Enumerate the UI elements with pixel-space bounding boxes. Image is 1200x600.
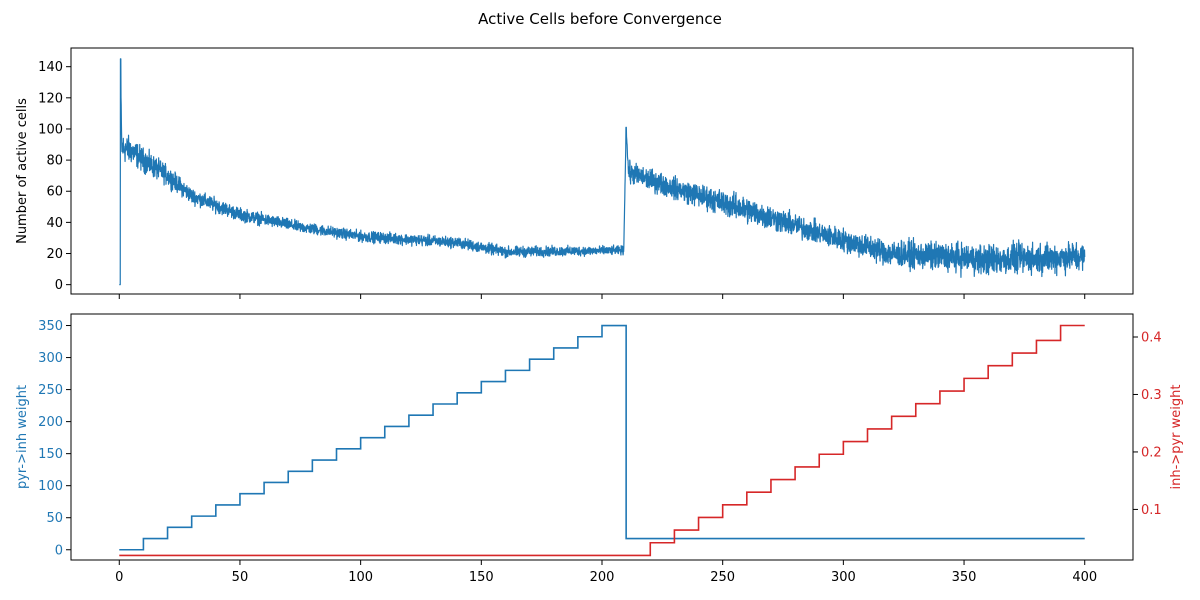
series-line-active-cells	[118, 58, 1086, 286]
bottom-x-tick-label: 100	[348, 570, 373, 585]
bottom-right-y-tick-label: 0.1	[1141, 503, 1162, 518]
bottom-x-tick-label: 150	[469, 570, 494, 585]
bottom-left-y-tick-label: 350	[38, 319, 63, 334]
series-line-inh-pyr-weight	[119, 324, 1085, 557]
bottom-right-y-axis-label: inh->pyr weight	[1169, 385, 1184, 490]
bottom-right-y-tick-label: 0.2	[1141, 445, 1162, 460]
bottom-x-tick-label: 350	[952, 570, 977, 585]
bottom-x-ticks: 0 50 100 150 200 250 300 350 400	[115, 560, 1097, 585]
bottom-chart: 0 50 100 150 200 250 300 350 400 0 50 100 150 200 250…	[15, 313, 1184, 585]
top-series-active-cells	[118, 58, 1086, 286]
top-y-tick-label: 120	[38, 91, 63, 106]
bottom-series	[119, 324, 1085, 557]
bottom-x-tick-label: 200	[590, 570, 615, 585]
bottom-x-tick-label: 50	[232, 570, 249, 585]
bottom-left-y-tick-label: 100	[38, 479, 63, 494]
bottom-left-y-tick-label: 300	[38, 351, 63, 366]
series-line-pyr-inh-weight	[119, 324, 1085, 551]
top-y-axis-label: Number of active cells	[15, 98, 30, 244]
top-y-ticks: 0 20 40 60 80 100 120 140	[38, 60, 71, 293]
bottom-right-y-tick-label: 0.4	[1141, 330, 1162, 345]
bottom-left-y-tick-label: 150	[38, 447, 63, 462]
figure-title: Active Cells before Convergence	[478, 10, 722, 28]
top-y-tick-label: 140	[38, 60, 63, 75]
bottom-left-y-ticks: 0 50 100 150 200 250 300 350	[38, 319, 71, 558]
bottom-right-y-ticks: 0.1 0.2 0.3 0.4	[1133, 330, 1162, 518]
bottom-left-y-axis-label: pyr->inh weight	[15, 385, 30, 489]
top-y-tick-label: 20	[46, 247, 63, 262]
bottom-left-y-tick-label: 50	[46, 511, 63, 526]
bottom-x-tick-label: 300	[831, 570, 856, 585]
top-x-ticks	[118, 294, 1086, 299]
bottom-left-y-tick-label: 250	[38, 383, 63, 398]
top-y-tick-label: 40	[46, 216, 63, 231]
bottom-x-tick-label: 0	[115, 570, 123, 585]
top-y-tick-label: 100	[38, 122, 63, 137]
top-y-tick-label: 60	[46, 185, 63, 200]
top-chart: 0 20 40 60 80 100 120 140 Number of active cell…	[15, 47, 1134, 299]
bottom-left-y-tick-label: 0	[55, 543, 63, 558]
bottom-left-y-tick-label: 200	[38, 415, 63, 430]
bottom-x-tick-label: 250	[710, 570, 735, 585]
bottom-x-tick-label: 400	[1072, 570, 1097, 585]
top-y-tick-label: 80	[46, 154, 63, 169]
top-y-tick-label: 0	[55, 278, 63, 293]
bottom-right-y-tick-label: 0.3	[1141, 388, 1162, 403]
